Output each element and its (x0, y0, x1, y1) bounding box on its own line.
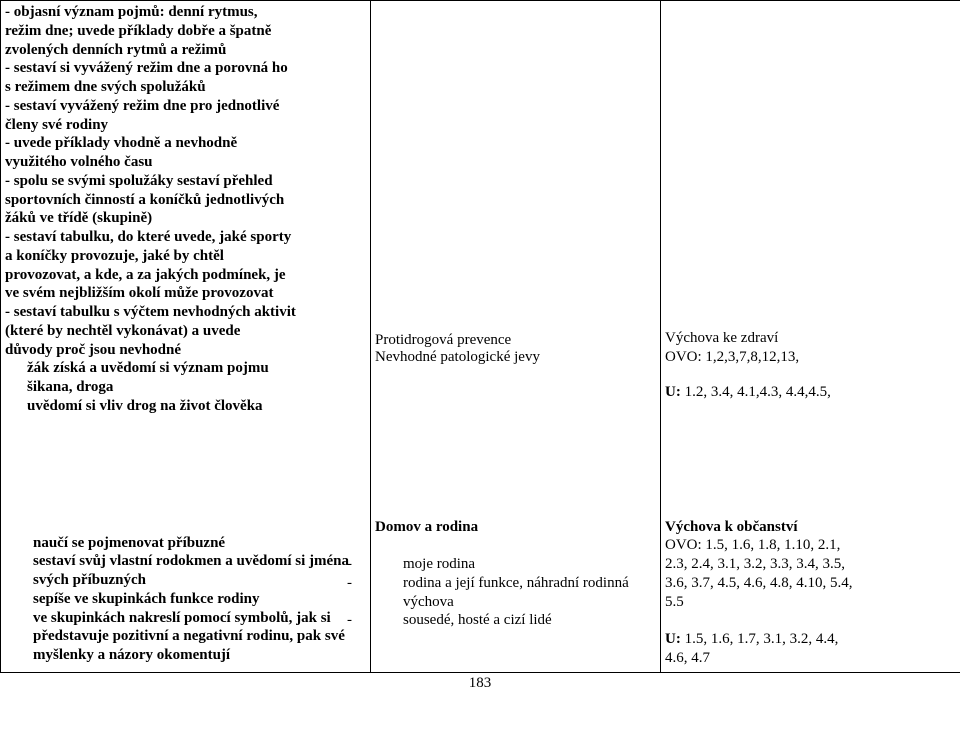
dash-icon: - (5, 534, 33, 553)
text: -ve skupinkách nakreslí pomocí symbolů, … (5, 609, 366, 665)
text: provozovat, a kde, a za jakých podmínek,… (5, 266, 366, 285)
text: -sousedé, hosté a cizí lidé (375, 611, 656, 630)
text: - objasní význam pojmů: denní rytmus, (5, 3, 366, 22)
text: uvědomí si vliv drog na život člověka (27, 398, 263, 414)
outcomes-cell: -naučí se pojmenovat příbuzné -sestaví s… (1, 516, 371, 673)
text: ve skupinkách nakreslí pomocí symbolů, j… (33, 610, 345, 664)
table-row: -naučí se pojmenovat příbuzné -sestaví s… (1, 516, 960, 673)
text: sepíše ve skupinkách funkce rodiny (33, 591, 259, 607)
text: - sestaví vyvážený režim dne pro jednotl… (5, 97, 366, 116)
text (665, 611, 956, 630)
text: ve svém nejbližším okolí může provozovat (5, 284, 366, 303)
text: -sestaví svůj vlastní rodokmen a uvědomí… (5, 552, 366, 590)
heading: Domov a rodina (375, 518, 656, 537)
heading: Výchova k občanství (665, 518, 956, 537)
dash-icon: - (5, 609, 33, 628)
text: členy své rodiny (5, 116, 366, 135)
text: (které by nechtěl vykonávat) a uvede (5, 322, 366, 341)
text: U: 1.2, 3.4, 4.1,4.3, 4.4,4.5, (665, 383, 956, 402)
text: 1.2, 3.4, 4.1,4.3, 4.4,4.5, (685, 384, 831, 400)
text: - sestaví tabulku s výčtem nevhodných ak… (5, 303, 366, 322)
text: OVO: 1.5, 1.6, 1.8, 1.10, 2.1, (665, 536, 956, 555)
text: Protidrogová prevence (375, 332, 656, 349)
u-label: U: (665, 631, 681, 647)
text: - sestaví tabulku, do které uvede, jaké … (5, 228, 366, 247)
dash-icon: - (5, 552, 33, 571)
text: sousedé, hosté a cizí lidé (403, 612, 552, 628)
document-page: - objasní význam pojmů: denní rytmus, re… (0, 0, 960, 692)
text: - sestaví si vyvážený režim dne a porovn… (5, 59, 366, 78)
content-table: - objasní význam pojmů: denní rytmus, re… (0, 0, 960, 673)
text: rodina a její funkce, náhradní rodinná v… (403, 575, 629, 610)
text: s režimem dne svých spolužáků (5, 78, 366, 97)
text: -rodina a její funkce, náhradní rodinná … (375, 574, 656, 612)
text: sestaví svůj vlastní rodokmen a uvědomí … (33, 553, 349, 588)
u-label: U: (665, 384, 681, 400)
dash-icon: - (375, 574, 403, 593)
text: OVO: 1,2,3,7,8,12,13, (665, 348, 956, 367)
text: -žák získá a uvědomí si význam pojmu (5, 359, 366, 378)
text: -sepíše ve skupinkách funkce rodiny (5, 590, 366, 609)
topic-cell: Domov a rodina -moje rodina -rodina a je… (371, 516, 661, 673)
empty-cell (1, 420, 371, 516)
text: Výchova ke zdraví (665, 329, 956, 348)
text: naučí se pojmenovat příbuzné (33, 535, 225, 551)
text: U: 1.5, 1.6, 1.7, 3.1, 3.2, 4.4, (665, 630, 956, 649)
text: 2.3, 2.4, 3.1, 3.2, 3.3, 3.4, 3.5, (665, 555, 956, 574)
text: -uvědomí si vliv drog na život člověka (5, 397, 366, 416)
text: šikana, droga (5, 378, 366, 397)
text: žák získá a uvědomí si význam pojmu (27, 360, 269, 376)
empty-cell (661, 420, 960, 516)
text: Nevhodné patologické jevy (375, 349, 656, 366)
text: režim dne; uvede příklady dobře a špatně (5, 22, 366, 41)
text (375, 536, 656, 555)
text: žáků ve třídě (skupině) (5, 209, 366, 228)
text: 5.5 (665, 593, 956, 612)
table-row: - objasní význam pojmů: denní rytmus, re… (1, 1, 960, 420)
text: zvolených denních rytmů a režimů (5, 41, 366, 60)
links-cell: Výchova k občanství OVO: 1.5, 1.6, 1.8, … (661, 516, 960, 673)
text: -naučí se pojmenovat příbuzné (5, 534, 366, 553)
dash-icon: - (5, 590, 33, 609)
empty-cell (371, 420, 661, 516)
dash-icon: - (375, 555, 403, 574)
text: 4.6, 4.7 (665, 649, 956, 668)
text: a koníčky provozuje, jaké by chtěl (5, 247, 366, 266)
text: -moje rodina (375, 555, 656, 574)
text: moje rodina (403, 556, 475, 572)
text: sportovních činností a koníčků jednotliv… (5, 191, 366, 210)
dash-icon: - (5, 397, 27, 416)
text: 1.5, 1.6, 1.7, 3.1, 3.2, 4.4, (685, 631, 839, 647)
links-cell: Výchova ke zdraví OVO: 1,2,3,7,8,12,13, … (661, 1, 960, 420)
text: - uvede příklady vhodně a nevhodně (5, 134, 366, 153)
outcomes-cell: - objasní význam pojmů: denní rytmus, re… (1, 1, 371, 420)
text: využitého volného času (5, 153, 366, 172)
text: 3.6, 3.7, 4.5, 4.6, 4.8, 4.10, 5.4, (665, 574, 956, 593)
page-number: 183 (0, 675, 960, 692)
dash-icon: - (375, 611, 403, 630)
topic-cell: Protidrogová prevence Nevhodné patologic… (371, 1, 661, 420)
text: důvody proč jsou nevhodné (5, 341, 366, 360)
text (375, 366, 656, 402)
text: - spolu se svými spolužáky sestaví přehl… (5, 172, 366, 191)
dash-icon: - (5, 359, 27, 378)
table-row-spacer (1, 420, 960, 516)
